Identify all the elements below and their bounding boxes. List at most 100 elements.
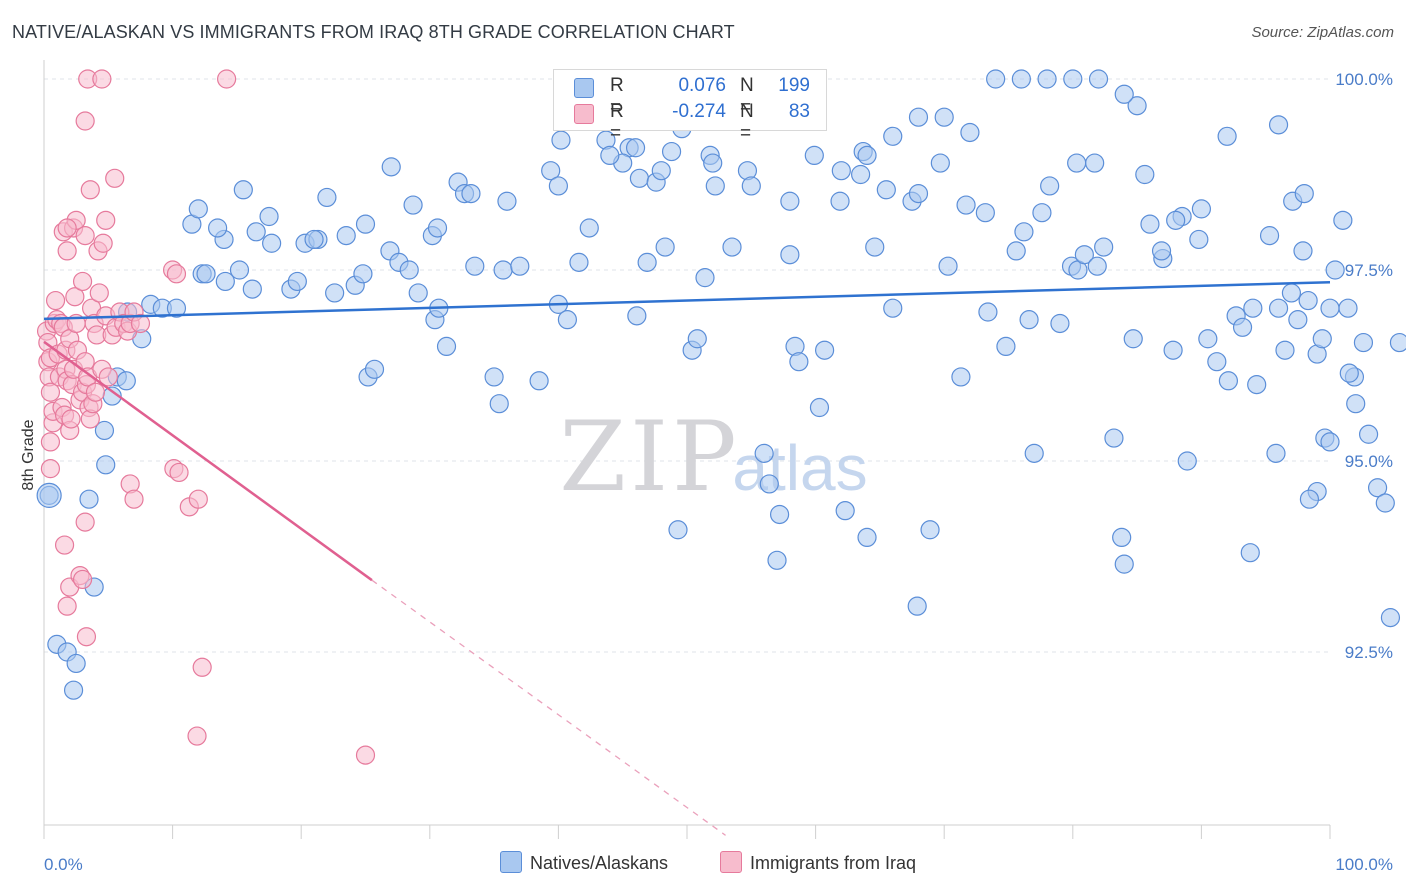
iraq-point bbox=[130, 313, 151, 334]
legend-swatch-natives bbox=[574, 78, 594, 98]
watermark-atlas: atlas bbox=[732, 432, 867, 504]
natives-point bbox=[557, 310, 578, 330]
natives-point bbox=[1024, 443, 1044, 463]
trend-lines bbox=[43, 280, 1331, 836]
natives-point bbox=[625, 138, 646, 158]
iraq-point bbox=[124, 489, 144, 509]
x-tick-label: 0.0% bbox=[44, 855, 83, 874]
data-points bbox=[36, 69, 1406, 765]
natives-point bbox=[934, 107, 954, 127]
natives-point bbox=[780, 245, 800, 265]
iraq-point bbox=[75, 512, 95, 532]
natives-point bbox=[835, 501, 855, 521]
natives-point bbox=[600, 145, 620, 165]
natives-point bbox=[36, 482, 62, 508]
natives-point bbox=[1032, 203, 1052, 223]
natives-point bbox=[408, 283, 428, 303]
iraq-point bbox=[169, 462, 189, 483]
natives-point bbox=[996, 336, 1016, 356]
natives-point bbox=[336, 226, 356, 246]
natives-point bbox=[629, 168, 650, 188]
natives-point bbox=[569, 252, 589, 272]
natives-point bbox=[1218, 371, 1239, 391]
legend-n-value: 83 bbox=[788, 101, 810, 122]
natives-point bbox=[529, 371, 549, 391]
natives-point bbox=[1114, 84, 1134, 104]
natives-point bbox=[1325, 260, 1345, 280]
natives-point bbox=[1151, 241, 1172, 261]
legend-r-label: R = bbox=[610, 75, 624, 118]
natives-point bbox=[465, 256, 485, 276]
natives-point bbox=[436, 336, 457, 356]
natives-point bbox=[215, 271, 235, 292]
natives-point bbox=[1346, 394, 1366, 414]
natives-point bbox=[1232, 317, 1253, 337]
iraq-point bbox=[72, 271, 93, 292]
natives-point bbox=[754, 443, 774, 463]
legend-item-natives: Natives/Alaskans bbox=[500, 851, 668, 874]
grid-lines bbox=[44, 78, 1330, 653]
natives-point bbox=[907, 596, 927, 616]
natives-point bbox=[1163, 340, 1183, 360]
iraq-point bbox=[192, 657, 212, 677]
natives-point bbox=[1088, 69, 1109, 89]
natives-point bbox=[780, 191, 800, 211]
iraq-trend-line bbox=[43, 340, 373, 582]
natives-point bbox=[960, 122, 980, 143]
tick-labels: 92.5% 95.0% 97.5% 100.0% 0.0% 100.0% bbox=[44, 70, 1393, 874]
natives-point bbox=[461, 184, 481, 204]
natives-point bbox=[986, 69, 1006, 89]
natives-point bbox=[166, 298, 187, 318]
natives-point bbox=[1338, 298, 1358, 318]
natives-point bbox=[1275, 340, 1295, 360]
natives-point bbox=[978, 302, 998, 322]
natives-point bbox=[1166, 210, 1186, 230]
natives-point bbox=[1293, 241, 1313, 261]
natives-point bbox=[956, 195, 976, 215]
natives-point bbox=[1114, 554, 1134, 574]
natives-point bbox=[1123, 329, 1143, 349]
natives-point bbox=[695, 268, 715, 288]
iraq-point bbox=[85, 382, 106, 402]
natives-point bbox=[1050, 313, 1070, 334]
natives-point bbox=[1259, 226, 1280, 246]
natives-point bbox=[63, 680, 84, 700]
natives-point bbox=[920, 520, 940, 540]
natives-point bbox=[789, 352, 809, 372]
natives-point bbox=[541, 161, 561, 181]
iraq-point bbox=[217, 69, 237, 89]
natives-point bbox=[1019, 310, 1039, 330]
natives-point bbox=[1298, 290, 1318, 311]
natives-point bbox=[353, 264, 373, 284]
iraq-point bbox=[75, 226, 95, 246]
natives-point bbox=[705, 176, 725, 196]
natives-point bbox=[1389, 332, 1406, 353]
natives-point bbox=[1380, 608, 1401, 628]
iraq-point bbox=[65, 287, 85, 307]
natives-point bbox=[1333, 210, 1353, 230]
natives-point bbox=[951, 367, 971, 387]
iraq-point bbox=[75, 111, 95, 131]
iraq-point bbox=[54, 535, 75, 555]
natives-point bbox=[551, 130, 571, 150]
natives-point bbox=[1243, 298, 1263, 318]
iraq-point bbox=[57, 596, 77, 616]
legend-r-value: 0.076 bbox=[678, 75, 726, 96]
natives-point bbox=[1063, 69, 1083, 89]
natives-point bbox=[1288, 310, 1308, 330]
natives-point bbox=[116, 371, 136, 391]
natives-point bbox=[908, 107, 929, 127]
y-tick-label: 100.0% bbox=[1335, 70, 1393, 89]
natives-point bbox=[510, 256, 530, 276]
source-label: Source: ZipAtlas.com bbox=[1251, 24, 1394, 41]
iraq-point bbox=[96, 210, 116, 230]
natives-point bbox=[1112, 527, 1132, 548]
natives-point bbox=[767, 550, 787, 570]
y-tick-label: 92.5% bbox=[1345, 643, 1393, 662]
legend-swatch-iraq bbox=[574, 104, 594, 124]
natives-point bbox=[1268, 298, 1289, 318]
natives-point bbox=[579, 218, 599, 238]
natives-point bbox=[1358, 424, 1379, 444]
iraq-point bbox=[98, 367, 118, 387]
natives-point bbox=[1247, 375, 1267, 395]
